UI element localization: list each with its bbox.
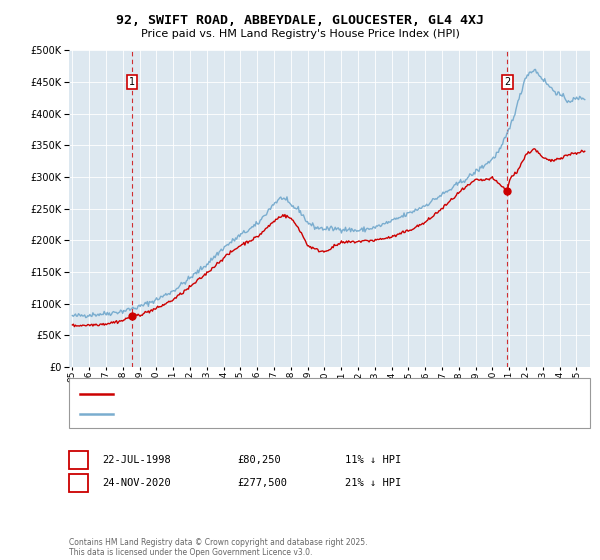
Text: 92, SWIFT ROAD, ABBEYDALE, GLOUCESTER, GL4 4XJ: 92, SWIFT ROAD, ABBEYDALE, GLOUCESTER, G…	[116, 14, 484, 27]
Text: £277,500: £277,500	[237, 478, 287, 488]
Text: HPI: Average price, detached house, Gloucester: HPI: Average price, detached house, Glou…	[118, 410, 345, 419]
Text: Price paid vs. HM Land Registry's House Price Index (HPI): Price paid vs. HM Land Registry's House …	[140, 29, 460, 39]
Text: 21% ↓ HPI: 21% ↓ HPI	[345, 478, 401, 488]
Text: 11% ↓ HPI: 11% ↓ HPI	[345, 455, 401, 465]
Text: 2: 2	[505, 77, 511, 87]
Text: Contains HM Land Registry data © Crown copyright and database right 2025.
This d: Contains HM Land Registry data © Crown c…	[69, 538, 367, 557]
Text: 22-JUL-1998: 22-JUL-1998	[102, 455, 171, 465]
Text: 2: 2	[76, 478, 82, 488]
Text: 1: 1	[76, 455, 82, 465]
Text: 1: 1	[129, 77, 135, 87]
Text: 24-NOV-2020: 24-NOV-2020	[102, 478, 171, 488]
Text: £80,250: £80,250	[237, 455, 281, 465]
Text: 92, SWIFT ROAD, ABBEYDALE, GLOUCESTER, GL4 4XJ (detached house): 92, SWIFT ROAD, ABBEYDALE, GLOUCESTER, G…	[118, 390, 456, 399]
